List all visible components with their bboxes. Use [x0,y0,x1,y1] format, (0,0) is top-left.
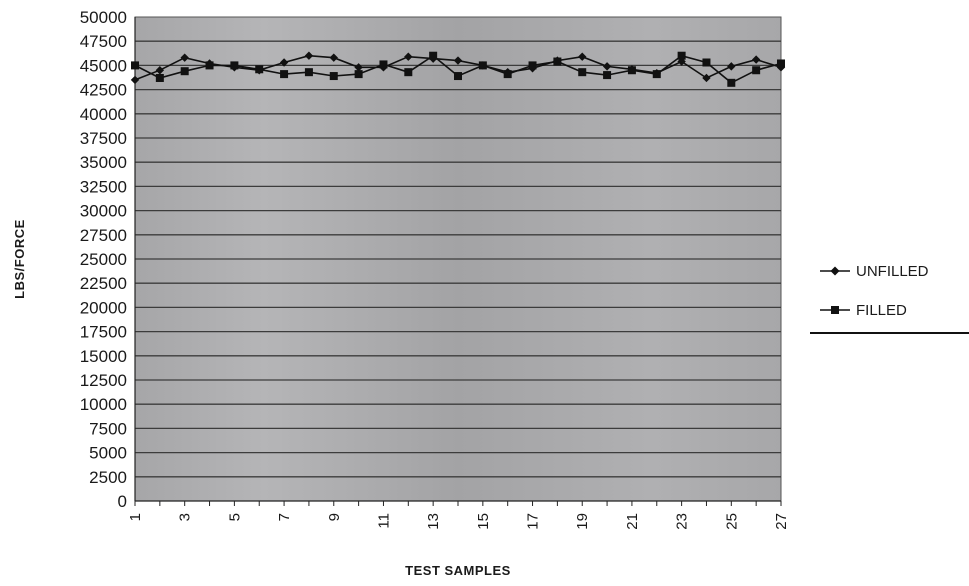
y-tick-label: 50000 [80,8,127,27]
x-tick-label: 23 [674,513,691,530]
y-tick-label: 0 [118,492,127,511]
y-tick-label: 45000 [80,56,127,75]
x-tick-label: 1 [127,513,144,521]
x-tick-label: 27 [773,513,790,530]
data-point [603,71,612,80]
legend-unfilled-marker [830,266,840,276]
data-point [752,66,761,75]
data-point [131,61,139,70]
data-point [155,66,165,75]
data-point [727,62,736,71]
x-tick-label: 21 [624,513,641,530]
y-tick-label: 2500 [89,468,127,487]
data-point [379,60,388,69]
y-tick-label: 22500 [80,274,127,293]
data-point [304,68,313,77]
data-point [503,70,512,79]
x-tick-label: 3 [177,513,194,521]
data-point [354,63,363,72]
x-tick-label: 25 [723,513,740,530]
data-point [702,73,711,83]
data-point [727,78,736,87]
data-point [702,58,711,67]
x-tick-label: 13 [425,513,442,530]
data-point [404,68,413,77]
y-tick-label: 5000 [89,444,127,463]
series-lines [130,51,786,87]
y-tick-label: 40000 [80,105,127,124]
y-tick-label: 25000 [80,250,127,269]
legend: UNFILLED FILLED [810,263,969,334]
data-point [478,61,487,70]
x-tick-labels: 1 3 5 7 9 11 13 15 17 19 21 23 25 27 [127,513,790,530]
legend-filled-marker [831,306,839,314]
legend-filled-label: FILLED [856,302,907,319]
y-tick-labels: 0 2500 5000 7500 10000 12500 15000 17500 20000 22… [80,8,127,511]
x-tick-label: 19 [574,513,591,530]
x-tick-label: 5 [226,513,243,521]
data-point [155,73,164,82]
data-point [329,53,338,62]
data-point [279,58,289,67]
x-tick-label: 17 [525,513,542,530]
data-point [130,75,140,85]
x-tick-label: 11 [375,513,392,529]
data-point [404,52,413,61]
data-point [578,52,587,61]
data-point [602,62,612,71]
data-point [329,72,338,81]
y-axis-title: LBS/FORCE [12,219,27,299]
y-tick-label: 12500 [80,371,127,390]
data-point [255,65,264,74]
y-tick-label: 27500 [80,226,127,245]
data-point [751,55,761,64]
data-point [230,61,239,70]
y-tick-label: 10000 [80,395,127,414]
y-tick-label: 32500 [80,177,127,196]
x-tick-label: 7 [276,513,293,521]
data-point [677,57,686,66]
y-tick-label: 15000 [80,347,127,366]
y-tick-label: 17500 [80,323,127,342]
data-point [180,67,189,76]
data-point [280,70,289,79]
data-point [677,51,686,60]
legend-unfilled-label: UNFILLED [856,263,929,280]
data-point [777,59,785,68]
y-tick-label: 37500 [80,129,127,148]
data-point [454,72,462,81]
axes [134,17,782,506]
data-point [578,68,587,77]
data-point [304,51,314,60]
data-point [528,61,537,70]
series-filled [131,51,785,87]
x-axis-title: TEST SAMPLES [405,563,511,578]
data-point [205,61,214,70]
y-tick-label: 30000 [80,202,127,221]
y-tick-label: 7500 [89,419,127,438]
y-tick-label: 35000 [80,153,127,172]
data-point [354,70,363,79]
gridlines [135,40,781,478]
y-tick-label: 20000 [80,298,127,317]
x-tick-label: 15 [475,513,492,530]
y-tick-label: 47500 [80,32,127,51]
data-point [453,56,463,65]
x-tick-label: 9 [326,513,343,521]
data-point [652,70,661,79]
data-point [180,53,189,62]
data-point [627,66,636,75]
data-point [553,57,562,66]
data-point [429,51,438,60]
y-tick-label: 42500 [80,81,127,100]
